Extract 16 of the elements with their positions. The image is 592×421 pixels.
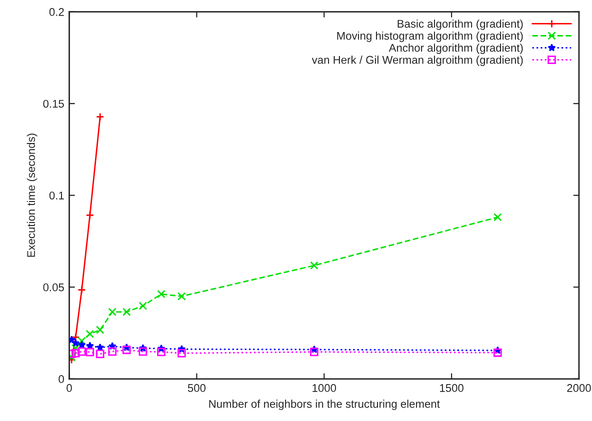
legend-label: Anchor algorithm (gradient) <box>388 44 523 54</box>
y-tick-label: 0.1 <box>49 192 64 200</box>
y-tick-label: 0.05 <box>43 283 64 292</box>
legend-label: Basic algorithm (gradient) <box>398 20 523 30</box>
x-tick-label: 500 <box>188 384 206 392</box>
x-tick-label: 2000 <box>567 384 591 392</box>
x-tick-label: 1000 <box>312 384 336 392</box>
legend-label: Moving histogram algorithm (gradient) <box>337 32 523 42</box>
y-axis-title: Execution time (seconds) <box>26 134 38 257</box>
x-tick-label: 0 <box>66 384 72 392</box>
x-axis-title: Number of neighbors in the structuring element <box>209 400 440 410</box>
y-tick-label: 0.2 <box>49 8 64 16</box>
y-tick-label: 0 <box>58 375 64 384</box>
y-tick-label: 0.15 <box>43 100 64 108</box>
x-tick-label: 1500 <box>440 384 464 392</box>
legend-label: van Herk / Gil Werman algroithm (gradient) <box>312 56 523 66</box>
